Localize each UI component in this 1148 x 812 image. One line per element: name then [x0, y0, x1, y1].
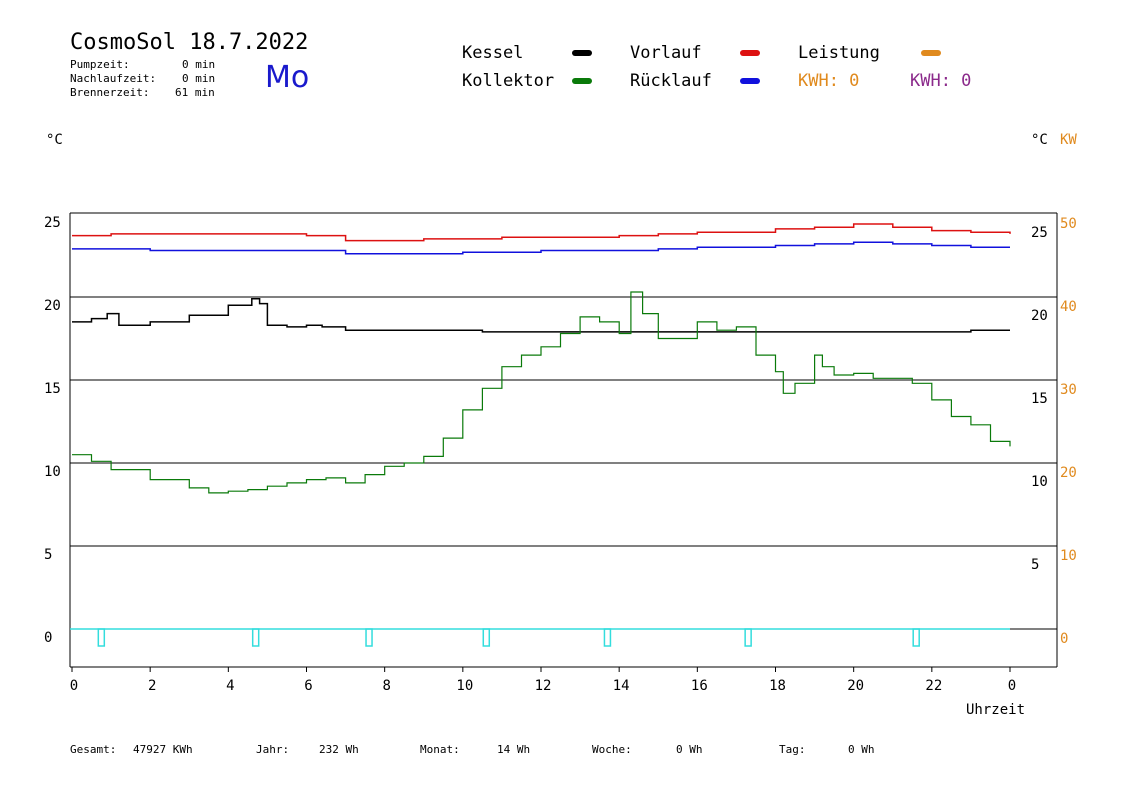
y-tick-right-c-10: 10 — [1031, 474, 1048, 490]
footer-jahr-label: Jahr: — [256, 743, 290, 756]
stat-brenner-value: 61 min — [175, 86, 215, 99]
y-tick-right-c-15: 15 — [1031, 391, 1048, 407]
x-tick-3: 6 — [304, 678, 312, 694]
pump-mark-3 — [482, 628, 491, 647]
x-tick-9: 18 — [769, 678, 786, 694]
y-tick-left-25: 25 — [44, 215, 61, 231]
footer-jahr-value: 232 Wh — [319, 743, 359, 756]
y-tick-left-0: 0 — [44, 630, 52, 646]
series-line-vorlauf — [72, 223, 1011, 242]
chart-title: CosmoSol 18.7.2022 — [70, 30, 309, 55]
pump-mark-4 — [603, 628, 612, 647]
x-tick-10: 20 — [847, 678, 864, 694]
legend-kessel: Kessel — [462, 43, 524, 63]
x-tick-11: 22 — [925, 678, 942, 694]
x-tick-7: 14 — [613, 678, 630, 694]
legend-ruecklauf-swatch — [740, 78, 760, 84]
y-tick-right-c-20: 20 — [1031, 308, 1048, 324]
right-axis-unit-kw: KW — [1060, 132, 1077, 148]
stat-nachlauf-label: Nachlaufzeit: — [70, 72, 157, 85]
x-tick-0: 0 — [70, 678, 78, 694]
x-axis-label: Uhrzeit — [966, 702, 1026, 718]
pump-mark-6 — [912, 628, 920, 647]
x-tick-4: 8 — [382, 678, 390, 694]
footer-tag-value: 0 Wh — [848, 743, 875, 756]
pump-mark-1 — [251, 628, 260, 647]
stat-pumpzeit-label: Pumpzeit: — [70, 58, 130, 71]
footer-gesamt-value: 47927 KWh — [133, 743, 193, 756]
weekday-label: Mo — [265, 60, 310, 95]
y-tick-left-10: 10 — [44, 464, 61, 480]
y-tick-right-c-5: 5 — [1031, 557, 1039, 573]
footer-gesamt-label: Gesamt: — [70, 743, 117, 756]
footer-woche-label: Woche: — [592, 743, 632, 756]
footer-monat-value: 14 Wh — [497, 743, 531, 756]
series-line-kessel — [72, 297, 1010, 333]
footer-monat-label: Monat: — [420, 743, 460, 756]
footer-woche-value: 0 Wh — [676, 743, 703, 756]
stat-brenner-label: Brennerzeit: — [70, 86, 150, 99]
y-tick-right-c-25: 25 — [1031, 225, 1048, 241]
y-tick-right-kw-10: 10 — [1060, 548, 1077, 564]
x-tick-2: 4 — [226, 678, 234, 694]
x-tick-1: 2 — [148, 678, 156, 694]
y-tick-right-kw-30: 30 — [1060, 382, 1077, 398]
y-tick-right-kw-20: 20 — [1060, 465, 1077, 481]
footer-tag-label: Tag: — [779, 743, 806, 756]
x-tick-12: 0 — [1008, 678, 1016, 694]
y-tick-right-kw-0: 0 — [1060, 631, 1068, 647]
right-axis-unit: °C — [1031, 132, 1048, 148]
y-tick-right-kw-40: 40 — [1060, 299, 1077, 315]
series-line-kollektor — [72, 291, 1011, 494]
stat-pumpzeit-value: 0 min — [182, 58, 216, 71]
legend-kwh-leistung: KWH: 0 — [798, 71, 860, 91]
y-tick-left-20: 20 — [44, 298, 61, 314]
legend-kollektor: Kollektor — [462, 71, 555, 91]
pump-mark-2 — [365, 628, 373, 647]
legend-leistung-swatch — [921, 50, 941, 56]
pump-mark-0 — [97, 628, 106, 647]
pump-mark-5 — [744, 628, 752, 647]
legend-kollektor-swatch — [572, 78, 592, 84]
series-line-ruecklauf — [72, 241, 1010, 255]
x-tick-8: 16 — [691, 678, 708, 694]
legend-vorlauf-swatch — [740, 50, 760, 56]
y-tick-right-kw-50: 50 — [1060, 216, 1077, 232]
x-tick-6: 12 — [535, 678, 552, 694]
legend-kessel-swatch — [572, 50, 592, 56]
legend-vorlauf: Vorlauf — [630, 43, 702, 63]
x-tick-5: 10 — [456, 678, 473, 694]
left-axis-unit: °C — [46, 132, 63, 148]
stat-nachlauf-value: 0 min — [182, 72, 216, 85]
y-tick-left-15: 15 — [44, 381, 61, 397]
legend-leistung: Leistung — [798, 43, 880, 63]
legend-kwh-total: KWH: 0 — [910, 71, 972, 91]
y-tick-left-5: 5 — [44, 547, 52, 563]
legend-ruecklauf: Rücklauf — [630, 71, 712, 91]
